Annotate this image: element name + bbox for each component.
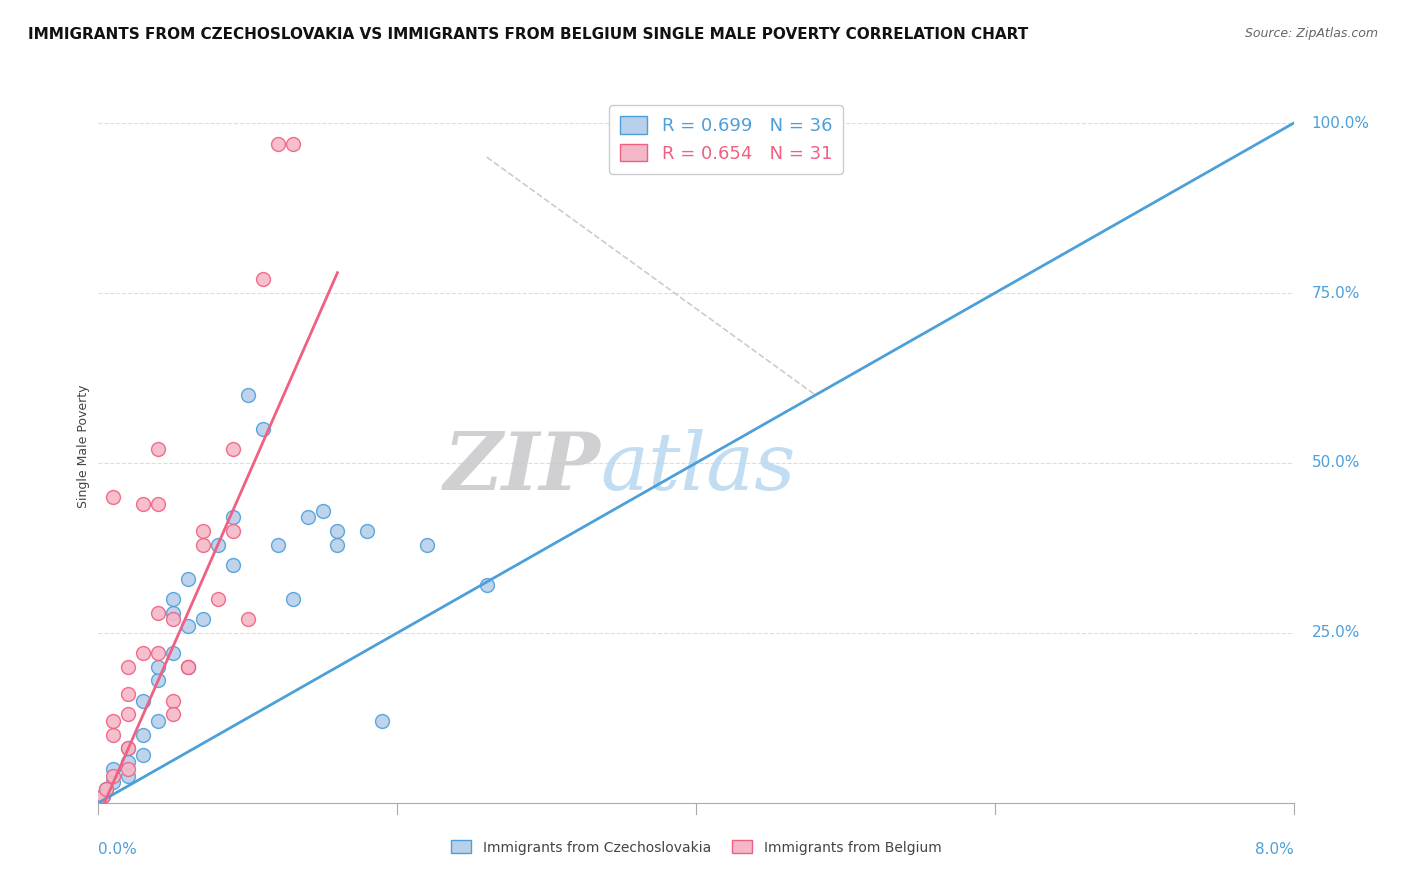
Point [103, 769, 125, 783]
Point [117, 741, 139, 756]
Point [326, 524, 349, 538]
Point [222, 558, 245, 572]
Point [148, 660, 170, 674]
Point [177, 572, 200, 586]
Point [236, 612, 259, 626]
Point [91, 789, 114, 803]
Point [148, 606, 170, 620]
Point [103, 775, 125, 789]
Point [117, 687, 139, 701]
Point [148, 673, 170, 688]
Point [148, 646, 170, 660]
Point [162, 646, 184, 660]
Point [91, 789, 114, 803]
Point [252, 272, 274, 286]
Text: ZIP: ZIP [443, 429, 600, 506]
Point [117, 707, 139, 722]
Point [162, 694, 184, 708]
Point [356, 524, 378, 538]
Point [103, 714, 125, 729]
Point [222, 442, 245, 457]
Point [117, 660, 139, 674]
Point [162, 707, 184, 722]
Point [103, 490, 125, 504]
Text: 8.0%: 8.0% [1254, 842, 1294, 857]
Point [475, 578, 498, 592]
Text: atlas: atlas [600, 429, 796, 506]
Point [416, 537, 439, 551]
Point [177, 660, 200, 674]
Point [117, 769, 139, 783]
Point [177, 619, 200, 633]
Point [117, 741, 139, 756]
Text: 0.0%: 0.0% [98, 842, 138, 857]
Point [267, 136, 290, 151]
Point [222, 510, 245, 524]
Point [162, 591, 184, 606]
Legend: Immigrants from Czechoslovakia, Immigrants from Belgium: Immigrants from Czechoslovakia, Immigran… [446, 835, 946, 860]
Point [236, 388, 259, 402]
Point [281, 136, 304, 151]
Point [103, 762, 125, 776]
Point [148, 442, 170, 457]
Point [222, 524, 245, 538]
Point [191, 524, 214, 538]
Text: Source: ZipAtlas.com: Source: ZipAtlas.com [1244, 27, 1378, 40]
Point [132, 728, 155, 742]
Point [148, 497, 170, 511]
Text: 50.0%: 50.0% [1312, 456, 1360, 470]
Point [117, 755, 139, 769]
Point [177, 660, 200, 674]
Point [326, 537, 349, 551]
Point [103, 728, 125, 742]
Point [148, 714, 170, 729]
Point [207, 591, 229, 606]
Point [162, 606, 184, 620]
Point [267, 537, 290, 551]
Point [132, 694, 155, 708]
Point [281, 591, 304, 606]
Point [730, 136, 752, 151]
Text: 25.0%: 25.0% [1312, 625, 1360, 640]
Text: 75.0%: 75.0% [1312, 285, 1360, 301]
Text: IMMIGRANTS FROM CZECHOSLOVAKIA VS IMMIGRANTS FROM BELGIUM SINGLE MALE POVERTY CO: IMMIGRANTS FROM CZECHOSLOVAKIA VS IMMIGR… [28, 27, 1028, 42]
Point [94, 782, 117, 797]
Point [162, 612, 184, 626]
Point [207, 537, 229, 551]
Point [117, 762, 139, 776]
Point [132, 497, 155, 511]
Point [132, 646, 155, 660]
Point [132, 748, 155, 763]
Point [94, 782, 117, 797]
Point [371, 714, 394, 729]
Point [311, 503, 333, 517]
Point [177, 660, 200, 674]
Point [191, 537, 214, 551]
Y-axis label: Single Male Poverty: Single Male Poverty [77, 384, 90, 508]
Point [297, 510, 319, 524]
Point [191, 612, 214, 626]
Text: 100.0%: 100.0% [1312, 116, 1369, 131]
Point [252, 422, 274, 436]
